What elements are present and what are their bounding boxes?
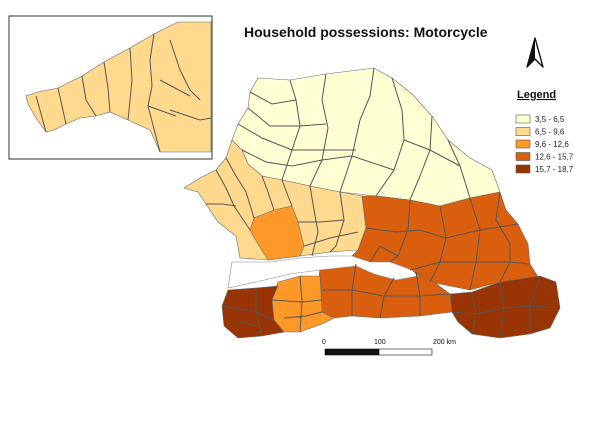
inset-map [8,15,213,160]
scale-segment-2 [378,348,433,356]
district-borders [206,67,561,339]
legend-swatch-5 [515,164,531,174]
gambia-gap [227,255,419,289]
legend-label-2: 6,5 - 9,6 [535,128,565,137]
scale-bar: 0 100 200 km [322,339,456,356]
legend-label-4: 12,6 - 15,7 [535,153,574,162]
scale-label-0: 0 [322,339,326,346]
legend-label-1: 3,5 - 6,5 [535,115,565,124]
legend-swatch-4 [515,152,531,161]
legend-label-5: 15,7 - 18,7 [535,165,574,174]
legend-swatch-2 [515,127,531,136]
inset-region-1 [25,21,212,153]
scale-label-200: 200 km [433,339,456,346]
map-title: Household possessions: Motorcycle [244,24,488,40]
scale-label-100: 100 [374,339,386,346]
legend-title: Legend [517,89,556,101]
legend-swatch-1 [515,114,531,124]
main-map [183,67,561,339]
scale-segment-1 [324,348,380,356]
region-central-orange [249,205,305,261]
region-southwest-brown [221,285,285,339]
inset-district-borders [35,33,212,153]
legend: Legend 3,5 - 6,5 6,5 - 9,6 9,6 - 12,6 12,6 … [515,89,574,174]
legend-swatch-3 [515,139,531,149]
north-arrow-icon [526,37,544,68]
legend-label-3: 9,6 - 12,6 [535,140,569,149]
